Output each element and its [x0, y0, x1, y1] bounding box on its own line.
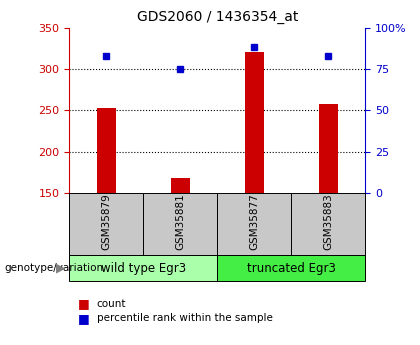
Text: ■: ■: [78, 312, 89, 325]
Bar: [218, 193, 291, 255]
Bar: [218, 255, 365, 281]
Text: truncated Egr3: truncated Egr3: [247, 262, 336, 275]
Text: count: count: [97, 299, 126, 308]
Text: GSM35881: GSM35881: [175, 193, 185, 249]
Text: GSM35877: GSM35877: [249, 193, 260, 249]
Text: ■: ■: [78, 297, 89, 310]
Bar: [143, 193, 218, 255]
Bar: [69, 255, 218, 281]
Text: genotype/variation: genotype/variation: [4, 263, 103, 273]
Bar: [69, 193, 143, 255]
Bar: [171, 178, 189, 193]
Text: GSM35879: GSM35879: [101, 193, 111, 249]
Title: GDS2060 / 1436354_at: GDS2060 / 1436354_at: [136, 10, 298, 24]
Bar: [319, 104, 338, 193]
Text: GSM35883: GSM35883: [323, 193, 333, 249]
Text: percentile rank within the sample: percentile rank within the sample: [97, 314, 273, 323]
Bar: [291, 193, 365, 255]
Text: ▶: ▶: [55, 262, 65, 275]
Text: wild type Egr3: wild type Egr3: [101, 262, 186, 275]
Bar: [97, 108, 116, 193]
Bar: [245, 52, 264, 193]
